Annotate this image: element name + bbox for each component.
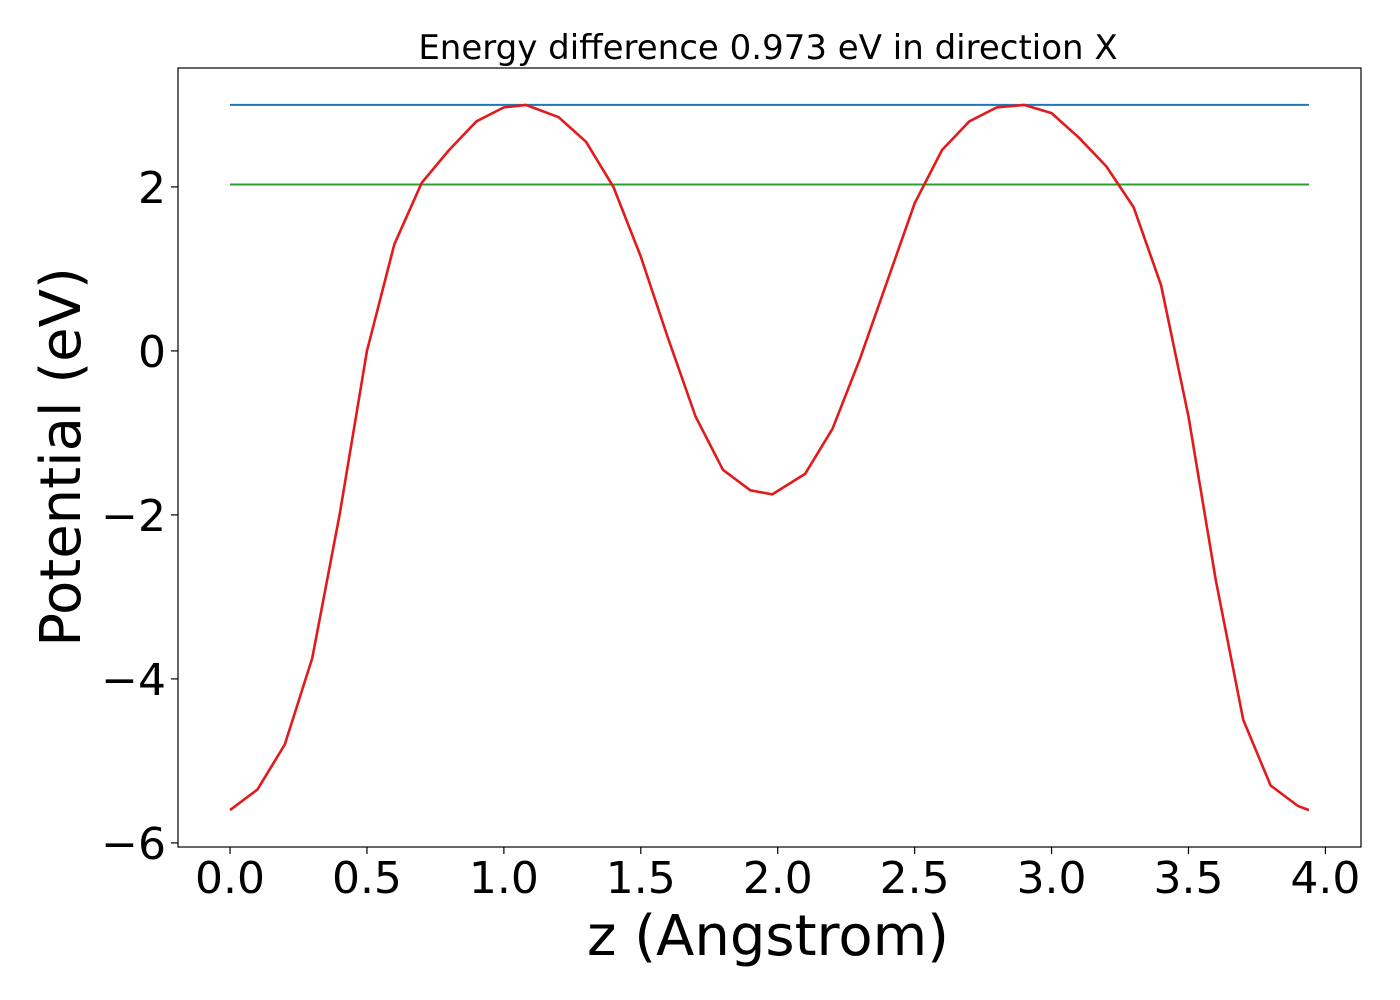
y-axis-ticks: −6 −4 −2 0 2 [101, 163, 178, 870]
x-tick-label: 2.0 [743, 853, 813, 904]
y-tick-label: −4 [101, 655, 166, 706]
x-tick-label: 1.0 [469, 853, 539, 904]
x-tick-label: 4.0 [1290, 853, 1360, 904]
x-tick-label: 0.5 [332, 853, 402, 904]
series-line-3 [229, 103, 1310, 812]
x-tick-label: 3.5 [1153, 853, 1223, 904]
chart-title: Energy difference 0.973 eV in direction … [418, 28, 1117, 68]
x-axis-ticks: 0.0 0.5 1.0 1.5 2.0 2.5 3.0 3.5 4.0 [195, 847, 1360, 904]
y-tick-label: 0 [138, 327, 166, 378]
y-tick-label: −6 [101, 819, 166, 870]
x-tick-label: 3.0 [1017, 853, 1087, 904]
x-tick-label: 2.5 [880, 853, 950, 904]
y-axis-title: Potential (eV) [29, 267, 94, 647]
plot-area-frame [177, 67, 1362, 848]
x-tick-label: 1.5 [606, 853, 676, 904]
y-tick-label: −2 [101, 491, 166, 542]
y-tick-label: 2 [138, 163, 166, 214]
series-layer [229, 103, 1310, 812]
x-axis-title: z (Angstrom) [587, 904, 949, 969]
x-tick-label: 0.0 [195, 853, 265, 904]
